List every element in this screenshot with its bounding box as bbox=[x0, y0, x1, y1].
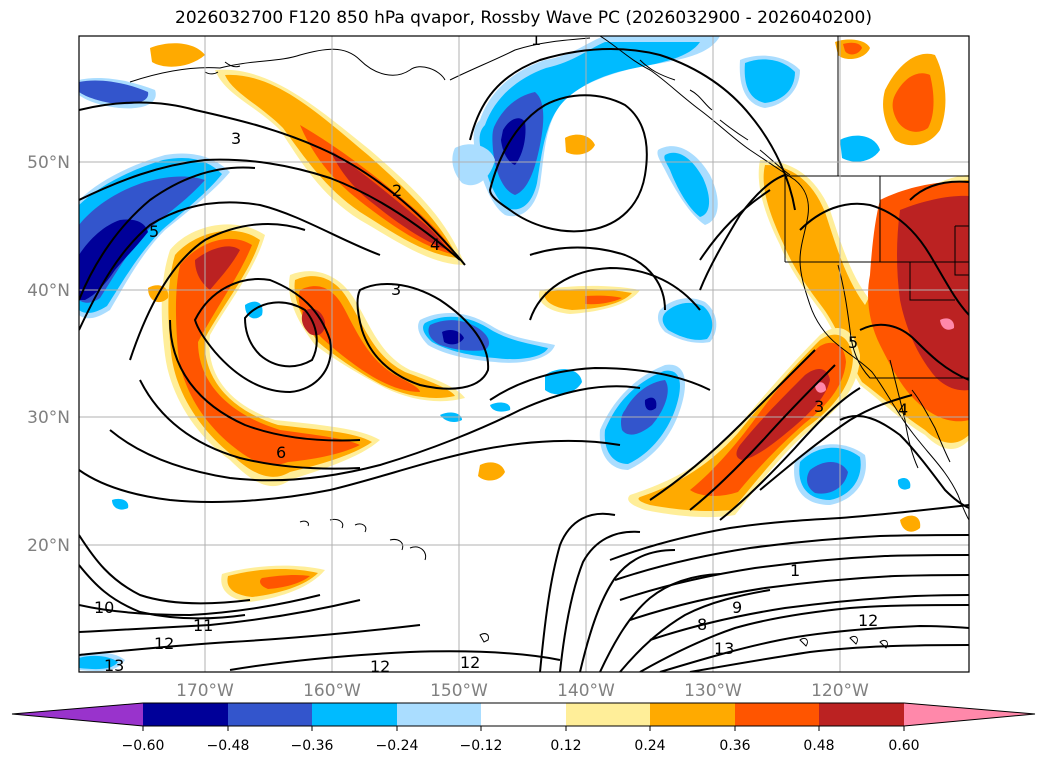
lon-label: 150°W bbox=[430, 681, 488, 701]
contour-label: 3 bbox=[391, 280, 401, 299]
lon-label: 140°W bbox=[557, 681, 615, 701]
lon-label: 160°W bbox=[303, 681, 361, 701]
contour-label: 13 bbox=[104, 656, 124, 675]
colorbar-tick-label: 0.24 bbox=[634, 738, 665, 754]
colorbar-tick-label: 0.12 bbox=[550, 738, 581, 754]
contour-label: 10 bbox=[94, 598, 114, 617]
longitude-labels: 170°W 160°W 150°W 140°W 130°W 120°W bbox=[176, 681, 869, 701]
lon-label: 130°W bbox=[684, 681, 742, 701]
contour-label: 4 bbox=[898, 400, 908, 419]
contour-label: 1 bbox=[790, 561, 800, 580]
map-frame bbox=[78, 35, 970, 673]
colorbar-tick-label: −0.36 bbox=[291, 738, 334, 754]
colorbar-tick-label: −0.48 bbox=[207, 738, 250, 754]
negative-anomaly-shading bbox=[79, 36, 911, 671]
contour-label: 6 bbox=[276, 443, 286, 462]
contour-label: 5 bbox=[848, 333, 858, 352]
contour-label: 9 bbox=[732, 598, 742, 617]
colorbar-swatch bbox=[397, 703, 481, 726]
lat-label: 30°N bbox=[27, 408, 70, 428]
contour-label: 12 bbox=[858, 611, 878, 630]
colorbar: −0.60 −0.48 −0.36 −0.24 −0.12 0.12 0.24 … bbox=[11, 702, 1036, 754]
contour-labels: 1 3 2 4 5 3 6 5 3 4 1 10 11 12 12 12 13 … bbox=[94, 30, 908, 676]
colorbar-swatch bbox=[819, 703, 904, 726]
colorbar-swatch bbox=[143, 703, 228, 726]
colorbar-swatch bbox=[566, 703, 650, 726]
colorbar-tick-label: 0.36 bbox=[719, 738, 750, 754]
contour-label: 8 bbox=[697, 615, 707, 634]
lat-label: 40°N bbox=[27, 281, 70, 301]
contour-label: 3 bbox=[814, 397, 824, 416]
contour-label: 1 bbox=[531, 30, 541, 49]
contour-label: 12 bbox=[460, 653, 480, 672]
map-plot-area: 1 3 2 4 5 3 6 5 3 4 1 10 11 12 12 12 13 … bbox=[79, 30, 969, 676]
colorbar-swatch bbox=[312, 703, 397, 726]
colorbar-extend-min bbox=[12, 703, 143, 726]
lat-label: 20°N bbox=[27, 536, 70, 556]
lon-label: 170°W bbox=[176, 681, 234, 701]
colorbar-tick-label: 0.60 bbox=[888, 738, 919, 754]
contour-label: 4 bbox=[430, 235, 440, 254]
lat-label: 50°N bbox=[27, 153, 70, 173]
gridlines bbox=[79, 36, 969, 672]
colorbar-swatch bbox=[228, 703, 312, 726]
colorbar-extend-max bbox=[904, 703, 1035, 726]
contour-label: 11 bbox=[193, 616, 213, 635]
contour-label: 12 bbox=[370, 657, 390, 676]
contour-lines bbox=[79, 47, 969, 672]
contour-label: 5 bbox=[149, 222, 159, 241]
colorbar-tick-label: −0.60 bbox=[122, 738, 165, 754]
colorbar-swatch bbox=[481, 703, 566, 726]
colorbar-swatch bbox=[650, 703, 735, 726]
colorbar-ticks bbox=[142, 726, 905, 731]
contour-label: 13 bbox=[714, 639, 734, 658]
coastlines bbox=[129, 36, 969, 649]
colorbar-tick-label: 0.48 bbox=[803, 738, 834, 754]
contour-label: 12 bbox=[154, 634, 174, 653]
contour-label: 2 bbox=[392, 181, 402, 200]
map-title: 2026032700 F120 850 hPa qvapor, Rossby W… bbox=[175, 8, 872, 28]
contour-label: 3 bbox=[231, 129, 241, 148]
colorbar-swatch bbox=[735, 703, 819, 726]
lon-label: 120°W bbox=[811, 681, 869, 701]
colorbar-tick-label: −0.24 bbox=[376, 738, 419, 754]
colorbar-tick-label: −0.12 bbox=[460, 738, 503, 754]
latitude-labels: 50°N 40°N 30°N 20°N bbox=[27, 153, 70, 556]
